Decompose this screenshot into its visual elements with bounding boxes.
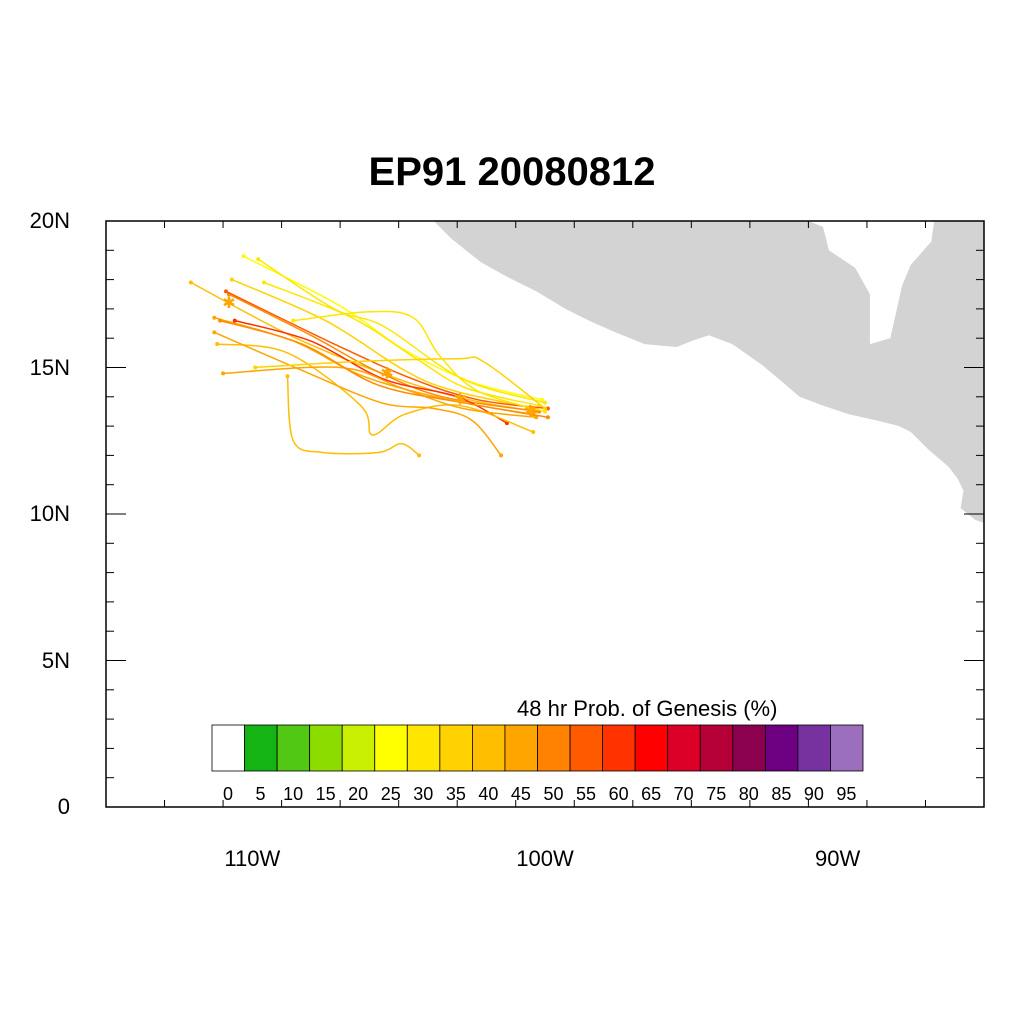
colorbar-label: 30: [413, 784, 434, 804]
colorbar-label: 15: [315, 784, 336, 804]
colorbar-swatch: [504, 724, 538, 772]
colorbar-swatch: [764, 724, 799, 772]
track-end-point: [188, 280, 193, 285]
colorbar-swatch: [471, 724, 506, 772]
colorbar-title: 48 hr Prob. of Genesis (%): [517, 696, 778, 721]
track-end-point: [291, 318, 296, 323]
track-end-point: [285, 374, 290, 379]
colorbar-label: 90: [803, 784, 824, 804]
forecast-track: [213, 331, 502, 456]
track-end-point: [215, 342, 220, 347]
colorbar-swatch: [406, 724, 441, 772]
colorbar-label: 5: [255, 784, 266, 804]
track-end-point: [221, 371, 226, 376]
colorbar-swatch: [797, 724, 831, 772]
plot-frame: [105, 220, 985, 808]
track-start-point: [417, 453, 422, 458]
y-tick-label: 15N: [29, 354, 70, 380]
land-mass: [433, 221, 984, 523]
colorbar-label: 45: [510, 784, 531, 804]
map-title: EP91 20080812: [368, 150, 656, 194]
colorbar-swatch: [276, 724, 311, 772]
genesis-marker-icon: ✱: [524, 401, 537, 420]
colorbar-swatch: [309, 724, 343, 772]
forecast-track: [228, 293, 540, 413]
colorbar-swatch: [537, 724, 571, 772]
forecast-track: [231, 278, 537, 410]
y-tick-label: 20N: [29, 208, 70, 233]
colorbar-label: 95: [836, 784, 857, 804]
track-start-point: [545, 415, 550, 420]
y-tick-label: 5N: [41, 647, 70, 673]
forecast-track: [190, 281, 537, 413]
x-tick-label: 100W: [516, 846, 574, 871]
track-end-point: [253, 365, 258, 370]
track-start-point: [499, 453, 504, 458]
colorbar-label: 40: [478, 784, 499, 804]
x-tick-label: 110W: [224, 846, 281, 871]
genesis-marker-icon: ✱: [380, 363, 393, 382]
x-tick-label: 90W: [815, 846, 861, 871]
colorbar-swatch: [830, 724, 864, 772]
track-end-point: [232, 318, 237, 323]
colorbar-label: 50: [543, 784, 564, 804]
forecast-track: [223, 366, 537, 419]
forecast-track: [293, 310, 546, 413]
colorbar-label: 55: [576, 784, 597, 804]
track-end-point: [256, 257, 261, 262]
colorbar-label: 20: [348, 784, 369, 804]
land-layer: [433, 221, 984, 523]
colorbar: [211, 724, 864, 772]
forecast-track: [243, 255, 543, 401]
y-tick-label: 0: [57, 794, 70, 819]
colorbar-swatch: [667, 724, 701, 772]
track-end-point: [212, 315, 217, 320]
genesis-marker-icon: ✱: [453, 390, 466, 409]
colorbar-label: 70: [673, 784, 694, 804]
colorbar-swatch: [634, 724, 669, 772]
track-end-point: [218, 318, 223, 323]
colorbar-label: 75: [706, 784, 727, 804]
colorbar-label: 80: [738, 784, 759, 804]
forecast-track: [234, 319, 508, 424]
colorbar-swatch: [699, 724, 734, 772]
colorbar-label: 85: [771, 784, 792, 804]
track-start-point: [540, 397, 545, 402]
track-end-point: [229, 277, 234, 282]
forecast-track: [286, 376, 420, 457]
colorbar-label: 60: [608, 784, 629, 804]
colorbar-label: 65: [641, 784, 662, 804]
colorbar-swatch: [439, 724, 473, 772]
forecast-track: [219, 319, 549, 419]
track-start-point: [545, 406, 550, 411]
colorbar-label: 25: [380, 784, 401, 804]
colorbar-swatch: [602, 724, 636, 772]
track-start-point: [531, 429, 536, 434]
track-layer: ✱ ✱ ✱ ✱: [188, 254, 550, 458]
genesis-marker-icon: ✱: [222, 293, 235, 312]
colorbar-swatch: [569, 724, 603, 772]
track-end-point: [241, 254, 246, 259]
forecast-track: [255, 356, 546, 410]
forecast-track: [225, 290, 548, 410]
track-start-point: [543, 400, 547, 405]
colorbar-swatch: [211, 724, 245, 772]
track-end-point: [262, 280, 267, 285]
track-end-point: [223, 289, 228, 294]
colorbar-swatch: [341, 724, 376, 772]
forecast-track: [257, 258, 546, 404]
track-start-point: [543, 409, 547, 414]
track-end-point: [212, 330, 217, 335]
colorbar-label: 35: [445, 784, 466, 804]
forecast-track: [217, 343, 534, 436]
colorbar-label: 10: [283, 784, 304, 804]
colorbar-swatch: [244, 724, 278, 772]
y-tick-label: 10N: [29, 501, 70, 526]
colorbar-label: 0: [222, 784, 233, 804]
colorbar-swatch: [732, 724, 766, 772]
track-start-point: [543, 406, 547, 411]
track-start-point: [534, 415, 539, 420]
colorbar-swatch: [374, 724, 408, 772]
